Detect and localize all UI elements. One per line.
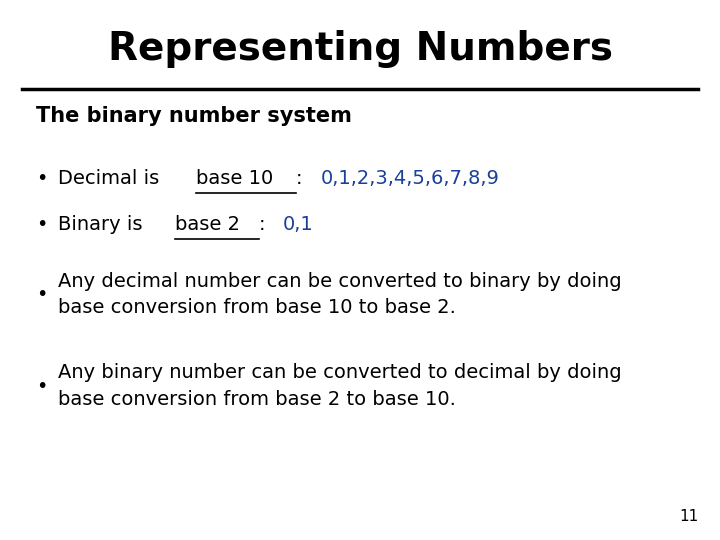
Text: Any decimal number can be converted to binary by doing
base conversion from base: Any decimal number can be converted to b… bbox=[58, 272, 621, 317]
Text: 0,1: 0,1 bbox=[283, 214, 314, 234]
Text: :: : bbox=[296, 168, 315, 188]
Text: Binary is: Binary is bbox=[58, 214, 148, 234]
Text: •: • bbox=[36, 376, 48, 396]
Text: •: • bbox=[36, 285, 48, 304]
Text: •: • bbox=[36, 214, 48, 234]
Text: •: • bbox=[36, 168, 48, 188]
Text: Any binary number can be converted to decimal by doing
base conversion from base: Any binary number can be converted to de… bbox=[58, 363, 621, 409]
Text: The binary number system: The binary number system bbox=[36, 106, 352, 126]
Text: base 10: base 10 bbox=[197, 168, 274, 188]
Text: 11: 11 bbox=[679, 509, 698, 524]
Text: :: : bbox=[258, 214, 278, 234]
Text: Decimal is: Decimal is bbox=[58, 168, 165, 188]
Text: base 2: base 2 bbox=[175, 214, 240, 234]
Text: Representing Numbers: Representing Numbers bbox=[107, 30, 613, 68]
Text: 0,1,2,3,4,5,6,7,8,9: 0,1,2,3,4,5,6,7,8,9 bbox=[320, 168, 500, 188]
